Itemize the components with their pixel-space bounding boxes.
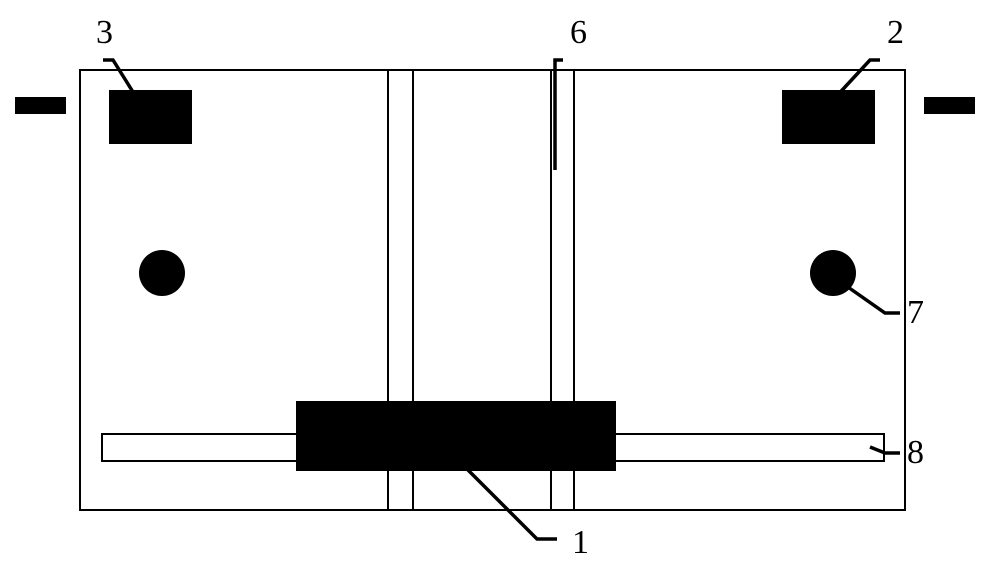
left-top-block (109, 90, 192, 144)
callout-label-2: 2 (887, 14, 904, 51)
callout-label-6: 6 (570, 14, 587, 51)
callout-label-1: 1 (572, 524, 589, 561)
left-circle (139, 250, 185, 296)
bottom-filled-block (296, 401, 616, 471)
callout-label-7: 7 (907, 294, 924, 331)
diagram-canvas: 1 2 3 6 7 8 (0, 0, 1000, 564)
leader-l6 (555, 60, 563, 170)
callout-label-3: 3 (96, 14, 113, 51)
right-top-block (782, 90, 875, 144)
callout-label-8: 8 (907, 434, 924, 471)
leader-l1 (467, 469, 557, 539)
leader-l7 (845, 285, 900, 313)
right-tab (924, 97, 975, 114)
left-tab (15, 97, 66, 114)
